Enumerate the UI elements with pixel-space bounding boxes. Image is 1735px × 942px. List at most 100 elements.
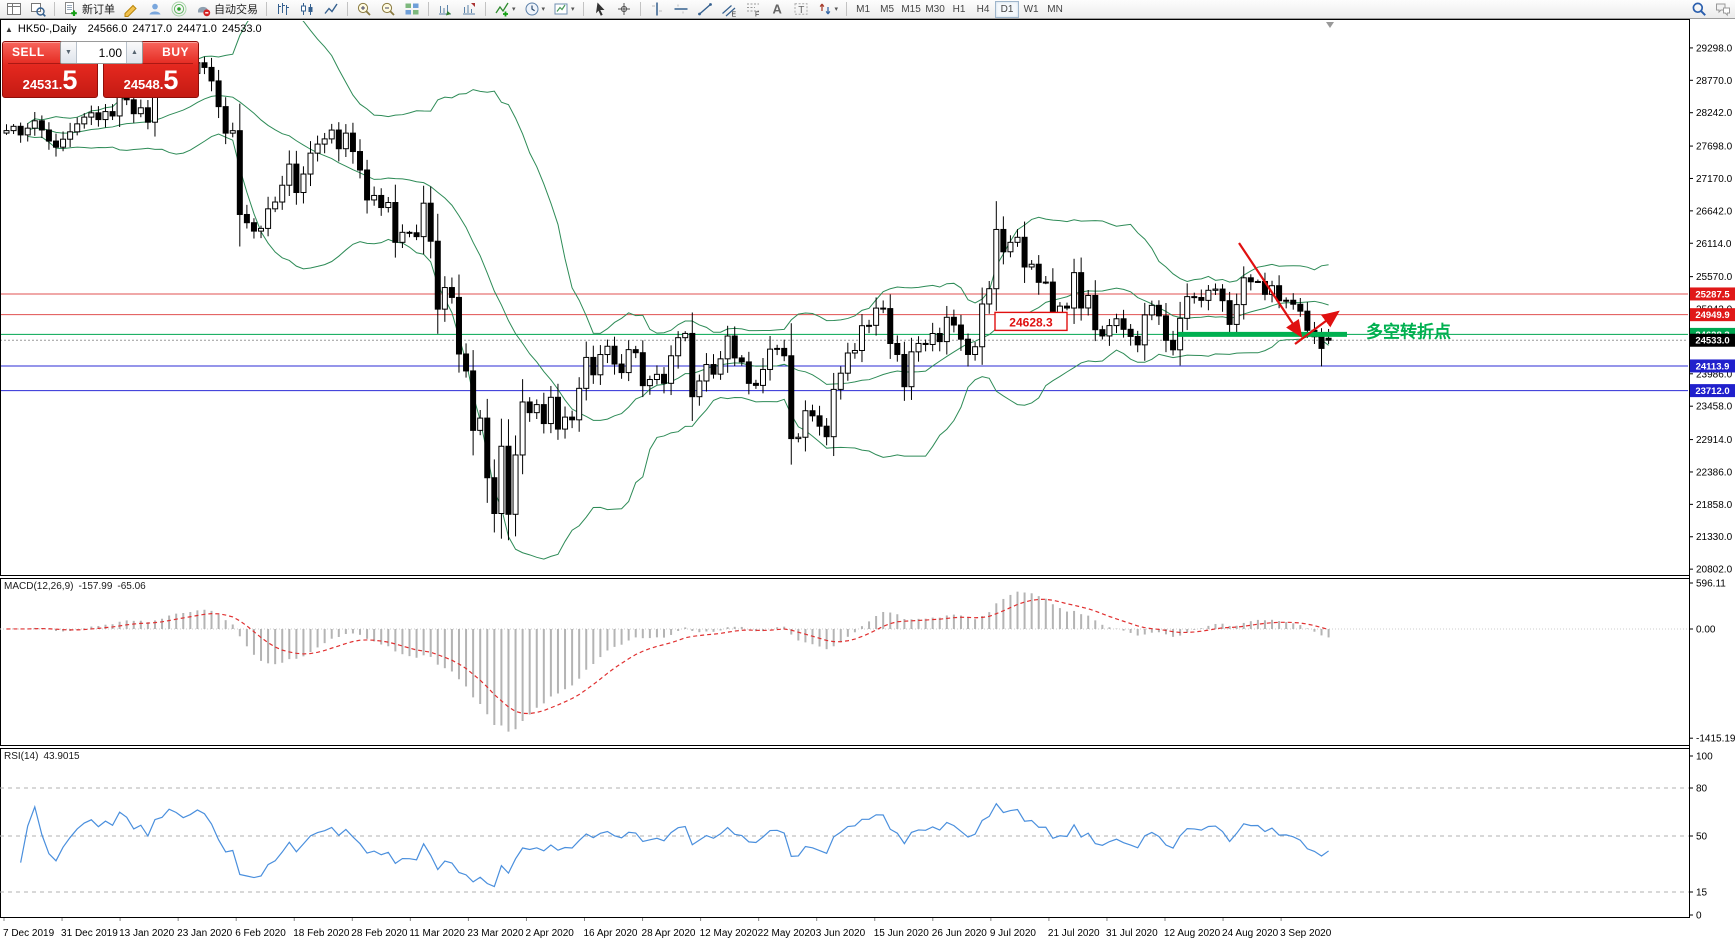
price-callout-text: 24628.3	[1009, 315, 1053, 329]
chart-shift-icon[interactable]	[458, 0, 480, 19]
timeframe-h1-button[interactable]: H1	[952, 3, 966, 15]
sell-price: 24531.5	[22, 65, 78, 95]
price-tick-label: 23458.0	[1696, 402, 1733, 413]
price-tick-label: 20802.0	[1696, 565, 1733, 576]
macd-signal-value: -65.06	[117, 581, 146, 592]
date-axis-label: 24 Aug 2020	[1222, 928, 1279, 939]
community-icon[interactable]	[144, 0, 166, 19]
vertical-line-icon[interactable]	[646, 0, 668, 19]
date-axis-label: 7 Dec 2019	[3, 928, 55, 939]
rsi-pane-border	[0, 748, 1690, 918]
buy-label: BUY	[162, 45, 189, 59]
timeframe-m1-button[interactable]: M1	[856, 3, 871, 15]
sell-label: SELL	[12, 45, 45, 59]
equidistant-channel-icon[interactable]: E	[718, 0, 740, 19]
date-axis-label: 22 May 2020	[758, 928, 816, 939]
date-axis-label: 28 Feb 2020	[351, 928, 408, 939]
toolbar-separator	[266, 2, 267, 16]
new-chart-icon[interactable]	[3, 0, 25, 19]
templates-icon[interactable]: ▾	[550, 0, 578, 19]
arrows-icon[interactable]: ▾	[814, 0, 842, 19]
crosshair-icon[interactable]	[613, 0, 635, 19]
toolbar-separator	[582, 2, 584, 16]
price-badge-24949.9	[1690, 308, 1735, 322]
cursor-icon[interactable]	[589, 0, 611, 19]
price-tick-label: 26642.0	[1696, 206, 1733, 217]
pivot-annotation-text[interactable]: 多空转折点	[1366, 321, 1451, 341]
bar-chart-icon[interactable]	[272, 0, 294, 19]
timeframe-m5-button[interactable]: M5	[880, 3, 895, 15]
timeframe-h4-button[interactable]: H4	[976, 3, 990, 15]
date-axis-label: 11 Mar 2020	[409, 928, 465, 939]
date-axis-label: 21 Jul 2020	[1048, 928, 1100, 939]
line-chart-icon[interactable]	[320, 0, 342, 19]
timeframe-w1-button[interactable]: W1	[1023, 3, 1039, 15]
fibonacci-icon[interactable]: F	[742, 0, 764, 19]
horizontal-line-icon[interactable]	[670, 0, 692, 19]
date-axis-label: 26 Jun 2020	[932, 928, 987, 939]
date-axis-label: 3 Sep 2020	[1280, 928, 1332, 939]
volume-input[interactable]	[77, 42, 126, 63]
rsi-axis-label: 15	[1696, 888, 1708, 899]
main-toolbar: 新订单 自动交易 ▾ ▾ ▾ E F A T ▾ M1 M5 M15 M30 H1 H4 D1 W1 MN	[0, 0, 1735, 19]
timeframe-m15-button[interactable]: M15	[901, 3, 921, 15]
rsi-axis-label: 100	[1696, 752, 1713, 763]
toolbar-separator	[347, 2, 348, 16]
search-icon[interactable]	[1688, 0, 1710, 19]
horizontal-line-objects[interactable]	[0, 293, 1689, 392]
indicators-icon[interactable]: ▾	[491, 0, 519, 19]
new-order-button[interactable]: 新订单	[60, 0, 118, 19]
date-axis-label: 12 May 2020	[700, 928, 758, 939]
price-badge-25287.5	[1690, 287, 1735, 301]
volume-decrease-button[interactable]: ▼	[61, 42, 77, 63]
signals-icon[interactable]	[168, 0, 190, 19]
volume-increase-button[interactable]: ▲	[126, 42, 142, 63]
collapse-panel-icon[interactable]: ▲	[5, 24, 13, 34]
auto-scroll-icon[interactable]	[434, 0, 456, 19]
chart-annotations[interactable]: 24628.3 多空转折点	[994, 242, 1451, 345]
svg-text:F: F	[755, 12, 759, 18]
zoom-out-icon[interactable]	[377, 0, 399, 19]
text-icon[interactable]: A	[766, 0, 788, 19]
date-axis-label: 2 Apr 2020	[525, 928, 574, 939]
trendline-icon[interactable]	[694, 0, 716, 19]
macd-main-value: -157.99	[78, 581, 113, 592]
macd-axis-label: -1415.19	[1696, 734, 1735, 745]
date-axis-label: 3 Jun 2020	[816, 928, 866, 939]
toolbar-separator	[54, 2, 55, 16]
price-callout-box[interactable]	[994, 311, 1068, 332]
ohlc-low: 24471.0	[177, 23, 217, 35]
chat-icon[interactable]	[1712, 0, 1734, 19]
date-axis-label: 6 Feb 2020	[235, 928, 286, 939]
date-axis-label: 15 Jun 2020	[874, 928, 929, 939]
price-badge-text: 25287.5	[1695, 289, 1730, 300]
timeframe-d1-button[interactable]: D1	[995, 0, 1020, 18]
ohlc-high: 24717.0	[132, 23, 173, 35]
trend-arrow-up[interactable]	[1294, 310, 1340, 345]
date-axis-label: 23 Mar 2020	[467, 928, 524, 939]
text-label-icon[interactable]: T	[790, 0, 812, 19]
zoom-in-icon[interactable]	[353, 0, 375, 19]
trend-arrow-down[interactable]	[1238, 242, 1303, 338]
price-tick-label: 29298.0	[1696, 43, 1733, 54]
price-badge-text: 24949.9	[1695, 310, 1729, 321]
metaeditor-icon[interactable]	[120, 0, 142, 19]
autotrading-button[interactable]: 自动交易	[192, 0, 261, 19]
buy-price: 24548.5	[123, 65, 179, 95]
candlestick-series[interactable]	[3, 56, 1332, 541]
price-shift-marker[interactable]	[1326, 22, 1334, 28]
rsi-value: 43.9015	[43, 751, 80, 762]
price-tick-label: 25570.0	[1696, 272, 1733, 283]
svg-text:T: T	[798, 5, 804, 16]
periods-icon[interactable]: ▾	[521, 0, 549, 19]
price-tick-label: 21858.0	[1696, 500, 1733, 511]
timeframe-mn-button[interactable]: MN	[1047, 3, 1063, 15]
candlestick-chart-icon[interactable]	[296, 0, 318, 19]
chart-profiles-icon[interactable]	[27, 0, 49, 19]
macd-axis-label: 596.11	[1696, 579, 1726, 590]
timeframe-m30-button[interactable]: M30	[925, 3, 945, 15]
svg-text:E: E	[731, 12, 736, 18]
ohlc-close: 24533.0	[221, 23, 262, 35]
tile-windows-icon[interactable]	[401, 0, 423, 19]
